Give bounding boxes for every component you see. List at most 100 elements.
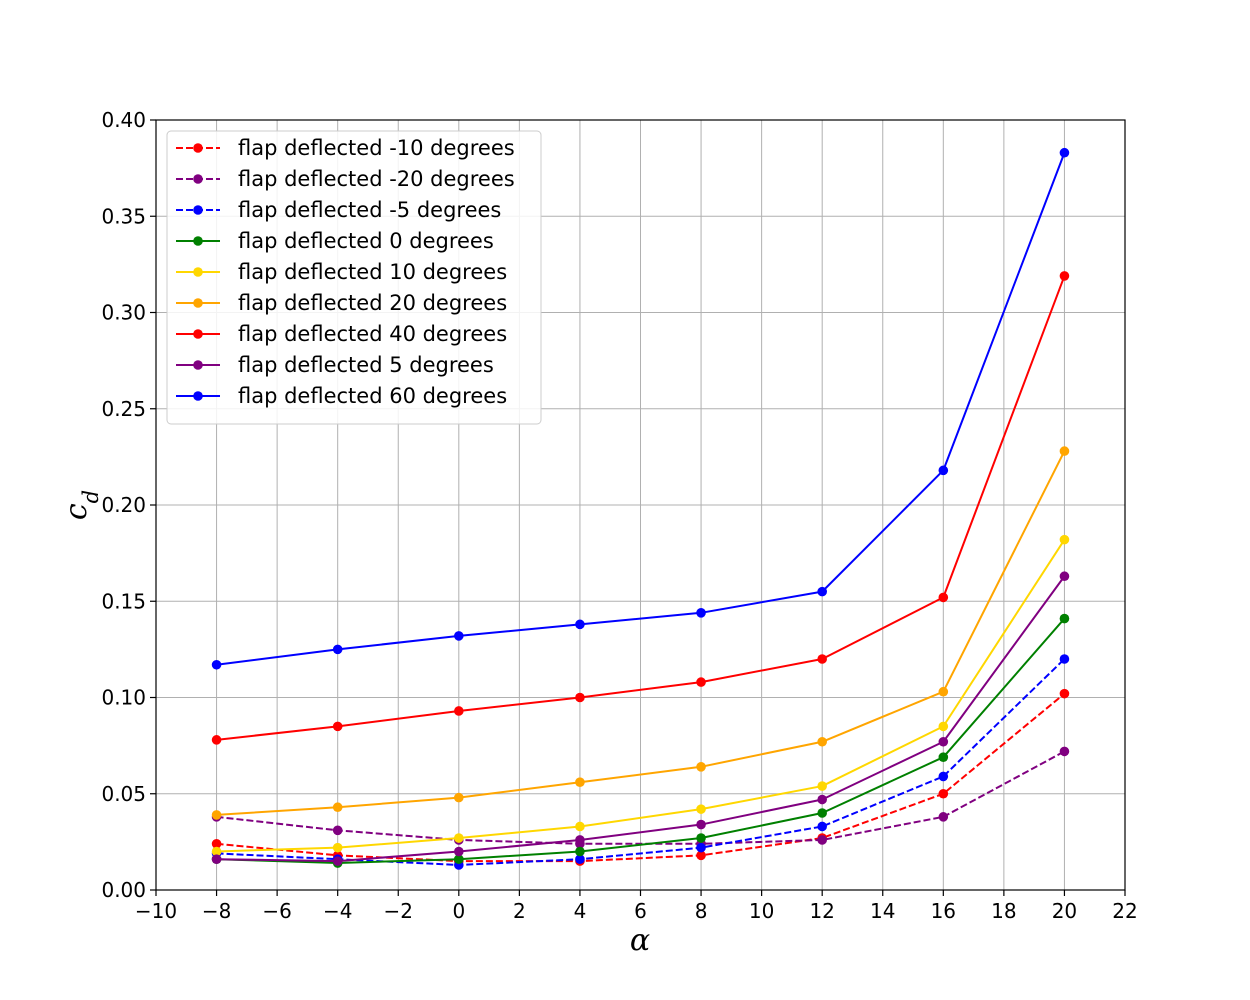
data-point [1059,571,1070,582]
data-point [211,659,222,670]
legend-label: flap deflected 60 degrees [238,384,507,408]
data-point [1059,654,1070,664]
data-point [332,802,343,813]
x-tick-label: 0 [452,899,465,923]
data-point [575,835,585,845]
ticks: −10 −8 −6 −4 −2 0 2 4 6 8 10 12 14 16 18 20 22 0.00 0.05 0.… [101,108,1137,923]
series-7 [211,571,1070,866]
x-tick-label: 18 [991,899,1016,923]
series-line [216,275,1066,741]
legend-label: flap deflected -20 degrees [238,167,515,191]
data-point [938,721,949,732]
data-point [332,856,343,866]
data-point [575,692,585,703]
data-point [454,792,464,803]
data-point [938,812,949,822]
data-point [938,686,949,697]
y-tick-label: 0.20 [101,493,146,517]
data-point [1059,446,1070,456]
data-point [938,752,949,762]
data-point [817,821,827,832]
data-point [938,736,949,747]
series-4 [211,534,1070,857]
series-8 [211,147,1070,670]
svg-text:cd: cd [59,490,103,520]
legend-entry: flap deflected 40 degrees [176,322,507,346]
x-tick-label: 14 [870,899,895,923]
data-point [696,850,706,861]
data-point [817,808,827,818]
data-point [211,846,222,857]
data-point [1059,534,1070,545]
legend-label: flap deflected -10 degrees [238,136,515,160]
data-point [575,619,585,630]
x-tick-label: −2 [384,899,413,923]
data-point [696,804,706,814]
legend-marker [193,329,203,339]
data-point [1059,271,1070,281]
data-point [938,788,949,799]
series-line [216,617,1066,865]
data-point [332,644,343,655]
legend-marker [193,391,203,401]
data-point [696,842,706,853]
data-point [938,592,949,603]
series-line [216,152,1066,666]
data-point [575,777,585,787]
data-point [332,842,343,853]
data-point [817,835,827,845]
x-tick-label: 20 [1052,899,1077,923]
x-tick-label: 12 [809,899,834,923]
data-point [938,465,949,476]
data-point [211,735,222,745]
data-point [817,586,827,597]
y-tick-label: 0.10 [101,686,146,710]
legend-marker [193,267,203,277]
data-point [817,654,827,664]
data-point [817,781,827,791]
series-5 [211,446,1070,820]
x-tick-label: 2 [513,899,526,923]
legend: flap deflected -10 degrees flap deflected… [166,130,542,425]
x-tick-label: 22 [1112,899,1137,923]
data-point [332,721,343,732]
data-point [696,819,706,830]
y-axis-label: cd [59,490,103,520]
legend-marker [193,360,203,370]
data-point [938,771,949,782]
y-tick-label: 0.05 [101,782,146,806]
series-line [216,450,1066,816]
data-point [575,821,585,832]
x-tick-label: −10 [135,899,177,923]
legend-marker [193,174,203,184]
y-tick-label: 0.30 [101,301,146,325]
data-point [575,846,585,857]
legend-label: flap deflected 40 degrees [238,322,507,346]
series-line [216,539,1066,853]
series-6 [211,271,1070,745]
legend-entry: flap deflected -20 degrees [176,167,515,191]
data-point [1059,613,1070,624]
x-tick-label: 4 [574,899,587,923]
x-tick-label: 16 [931,899,956,923]
data-point [211,839,222,849]
legend-box [166,130,542,425]
x-tick-label: −4 [323,899,352,923]
data-point [332,825,343,836]
data-point [696,608,706,618]
legend-label: flap deflected 20 degrees [238,291,507,315]
legend-marker [193,205,203,215]
legend-marker [193,236,203,246]
x-tick-label: 10 [749,899,774,923]
legend-label: flap deflected 5 degrees [238,353,494,377]
y-tick-label: 0.40 [101,108,146,132]
data-point [454,846,464,857]
legend-marker [193,143,203,153]
legend-entry: flap deflected 10 degrees [176,260,507,284]
data-point [1059,746,1070,757]
series-line [216,692,1066,863]
x-tick-label: 8 [695,899,708,923]
data-point [211,854,222,864]
legend-label: flap deflected 0 degrees [238,229,494,253]
